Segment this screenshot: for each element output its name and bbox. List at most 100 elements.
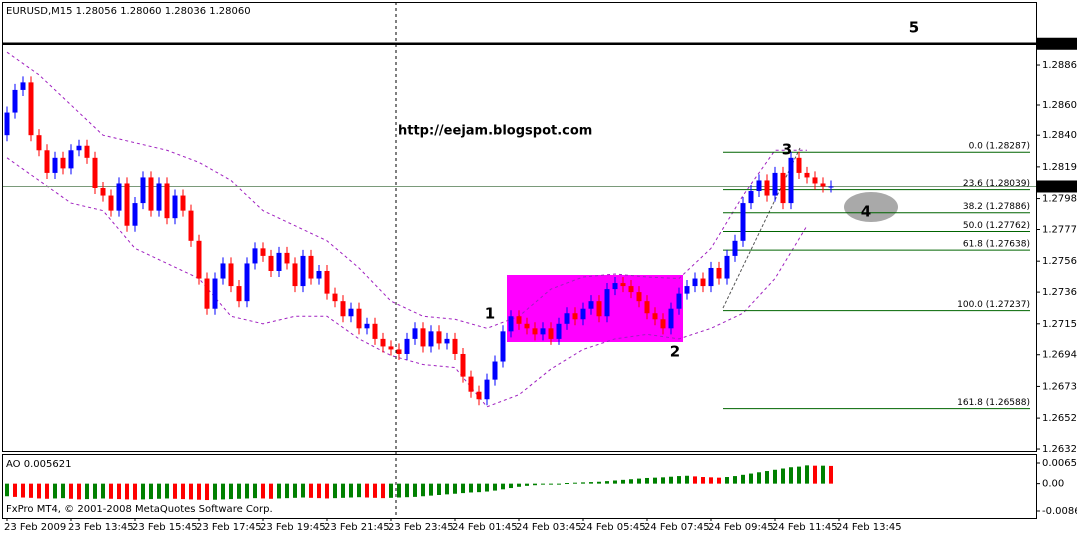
y-tick-label: 1.27775 [1042, 224, 1077, 235]
candle-body [700, 278, 706, 287]
ao-bar [85, 483, 89, 500]
ao-bar [781, 468, 785, 484]
candle-body [764, 180, 770, 196]
ao-bar [789, 467, 793, 484]
ao-bar [645, 477, 649, 484]
candle-body [132, 203, 138, 226]
band-lower [6, 157, 808, 408]
candle-body [676, 293, 682, 309]
ao-bar [525, 483, 529, 486]
wave-label: 4 [861, 203, 871, 221]
candle-body [588, 301, 594, 309]
x-tick-label: 24 Feb 05:45 [580, 522, 646, 533]
ao-bar [357, 483, 361, 498]
candle-body [612, 283, 618, 290]
candle-body [116, 183, 122, 211]
candle-body [500, 331, 506, 362]
candle-body [420, 328, 426, 347]
candle-body [12, 89, 18, 113]
ao-bar [453, 483, 457, 494]
candle-body [668, 308, 674, 329]
candle-body [324, 270, 330, 294]
candle-body [276, 252, 282, 271]
y-tick-label: -0.00868 [1042, 506, 1077, 517]
ao-bar [5, 483, 9, 497]
candle-body [604, 289, 610, 317]
candle-body [4, 112, 10, 136]
ao-bar [29, 483, 33, 498]
ao-bar [149, 483, 153, 500]
x-tick-label: 24 Feb 01:45 [452, 522, 518, 533]
ao-bar [445, 483, 449, 495]
ao-bar [685, 475, 689, 484]
y-tick-label: 1.26735 [1042, 381, 1077, 392]
candle-body [556, 323, 562, 339]
candle-body [252, 248, 258, 264]
candle-body [364, 323, 370, 329]
candle-body [652, 313, 658, 320]
candle-body [340, 301, 346, 317]
candle-body [140, 177, 146, 204]
candle-body [572, 313, 578, 320]
candle-body [92, 157, 98, 188]
ao-bar [501, 483, 505, 490]
ao-bar [437, 483, 441, 495]
ao-bar [93, 483, 97, 499]
price-tag [1037, 37, 1077, 50]
candle-body [756, 180, 762, 192]
ao-bar [397, 483, 401, 498]
ao-bar [13, 483, 17, 497]
ao-bar [701, 477, 705, 484]
price-tag [1037, 180, 1077, 193]
ao-bar [165, 483, 169, 499]
candle-body [388, 346, 394, 350]
ao-bar [53, 483, 57, 499]
ao-bar [309, 483, 313, 498]
ao-bar [197, 483, 201, 500]
ao-bar [365, 483, 369, 498]
candle-body [780, 172, 786, 204]
candle-body [36, 135, 42, 151]
candle-body [156, 183, 162, 211]
ao-bar [757, 472, 761, 484]
fib-label: 38.2 (1.27886) [963, 202, 1030, 212]
footer: FxPro MT4, © 2001-2008 MetaQuotes Softwa… [6, 504, 273, 515]
ao-bar [277, 483, 281, 499]
candle-body [444, 338, 450, 344]
candle-body [564, 313, 570, 324]
candle-body [236, 286, 242, 302]
candle-body [148, 177, 154, 211]
ao-title: AO 0.005621 [6, 459, 71, 470]
main-frame [2, 2, 1037, 452]
ao-bar [37, 483, 41, 499]
y-tick-label: 1.27565 [1042, 256, 1077, 267]
candle-body [164, 183, 170, 219]
x-tick-label: 23 Feb 19:45 [260, 522, 326, 533]
price-tag-label: 1.29006 [1040, 39, 1077, 50]
candle-body [372, 323, 378, 339]
candle-body [396, 349, 402, 354]
ao-bar [589, 482, 593, 484]
candle-body [796, 157, 802, 173]
candle-body [108, 195, 114, 211]
ao-bar [661, 477, 665, 484]
ao-bar [205, 483, 209, 501]
candle-body [196, 240, 202, 279]
candle-body [308, 255, 314, 279]
candle-body [348, 308, 354, 317]
ao-bar [325, 483, 329, 499]
fib-label: 100.0 (1.27237) [957, 300, 1030, 310]
candle-body [428, 331, 434, 347]
candle-body [788, 157, 794, 204]
ao-bar [125, 483, 129, 500]
candle-body [516, 316, 522, 324]
ao-bar [821, 465, 825, 484]
ao-bar [189, 483, 193, 500]
candle-body [188, 210, 194, 241]
candle-body [284, 252, 290, 264]
candle-body [60, 157, 66, 169]
ao-bar [269, 483, 273, 499]
candle-body [716, 267, 722, 279]
candle-body [772, 172, 778, 196]
y-tick-label: 1.28400 [1042, 130, 1077, 141]
